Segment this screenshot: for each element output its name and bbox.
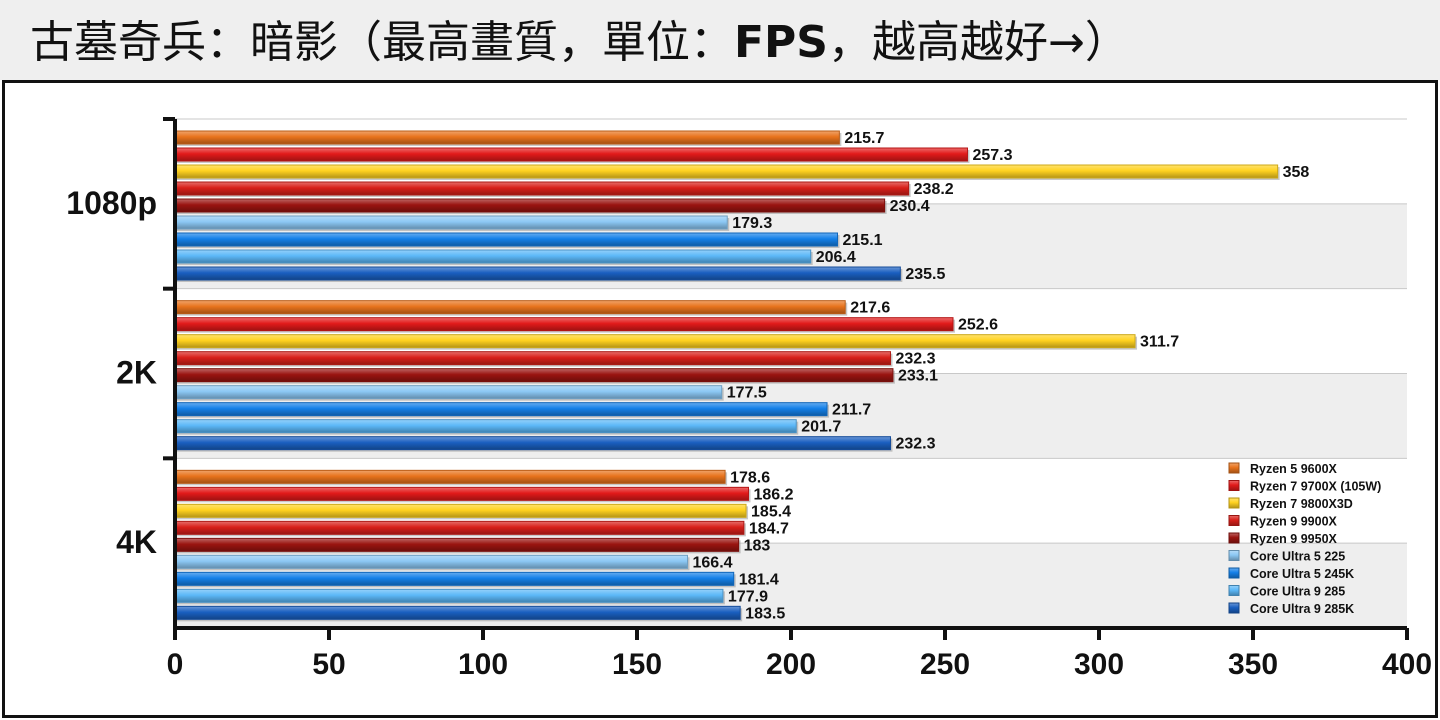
data-label: 183.5: [745, 605, 785, 622]
legend-label: Ryzen 5 9600X: [1250, 462, 1338, 476]
bar: [174, 334, 1136, 349]
bar: [174, 469, 726, 484]
legend-label: Ryzen 9 9950X: [1250, 532, 1338, 546]
data-label: 211.7: [832, 402, 871, 419]
data-label: 232.3: [895, 351, 935, 368]
data-label: 217.6: [850, 300, 890, 317]
legend-swatch: [1228, 515, 1240, 526]
bar: [174, 232, 839, 247]
data-label: 206.4: [816, 249, 856, 266]
category-label: 2K: [116, 355, 157, 391]
bar: [174, 300, 846, 315]
bar: [174, 266, 901, 281]
legend-swatch: [1228, 480, 1240, 491]
category-label: 1080p: [66, 185, 157, 221]
legend-swatch: [1228, 567, 1240, 579]
chart-title: 古墓奇兵：暗影（最高畫質，單位：FPS，越高越好→）: [30, 6, 1129, 70]
data-label: 235.5: [905, 266, 945, 283]
data-label: 215.7: [844, 130, 884, 147]
data-label: 177.9: [728, 588, 768, 605]
bar: [174, 554, 689, 569]
bar: [174, 198, 886, 213]
legend-swatch: [1228, 550, 1240, 561]
legend-label: Ryzen 7 9700X (105W): [1250, 480, 1381, 494]
data-label: 358: [1283, 164, 1310, 181]
data-label: 232.3: [895, 436, 935, 453]
data-label: 230.4: [890, 198, 930, 215]
title-bar: 古墓奇兵：暗影（最高畫質，單位：FPS，越高越好→）: [0, 0, 1440, 80]
bar: [174, 147, 968, 162]
legend-swatch: [1228, 497, 1240, 509]
legend-swatch: [1228, 532, 1240, 544]
data-label: 186.2: [753, 486, 793, 503]
legend-swatch: [1228, 585, 1240, 596]
x-tick-label: 300: [1074, 648, 1124, 681]
x-tick-label: 150: [612, 648, 662, 681]
data-label: 311.7: [1140, 334, 1179, 351]
data-label: 183: [744, 537, 771, 554]
title-unit: FPS: [734, 17, 828, 68]
data-label: 178.6: [730, 469, 770, 486]
bar: [174, 368, 894, 383]
legend-label: Ryzen 9 9900X: [1250, 515, 1338, 529]
data-label: 185.4: [751, 503, 791, 520]
legend-label: Core Ultra 9 285K: [1250, 602, 1354, 616]
bar: [174, 436, 891, 451]
data-label: 201.7: [801, 419, 841, 436]
data-label: 238.2: [914, 181, 954, 198]
legend-label: Ryzen 7 9800X3D: [1250, 497, 1353, 511]
bar: [174, 317, 954, 332]
bar: [174, 419, 797, 434]
category-label: 4K: [116, 524, 157, 560]
x-tick-label: 200: [766, 648, 816, 681]
bar: [174, 130, 840, 145]
data-label: 179.3: [732, 215, 772, 232]
data-label: 177.5: [727, 385, 767, 402]
legend-label: Core Ultra 5 225: [1250, 550, 1345, 564]
bar: [174, 537, 740, 552]
legend-swatch: [1228, 462, 1240, 474]
x-tick-label: 400: [1382, 648, 1432, 681]
x-tick-label: 0: [167, 648, 184, 681]
bar: [174, 605, 741, 620]
title-part-1: 古墓奇兵：暗影（最高畫質，單位：: [30, 17, 734, 68]
bar: [174, 571, 735, 586]
bar: [174, 351, 891, 366]
data-label: 215.1: [843, 232, 883, 249]
data-label: 166.4: [693, 554, 733, 571]
data-label: 181.4: [739, 571, 779, 588]
bar: [174, 215, 728, 230]
bar: [174, 164, 1279, 179]
data-label: 257.3: [972, 147, 1012, 164]
bar: [174, 181, 910, 196]
bar: [174, 385, 723, 400]
data-label: 184.7: [749, 520, 789, 537]
bar: [174, 503, 747, 518]
data-label: 233.1: [898, 368, 938, 385]
title-part-3: ，越高越好→）: [828, 17, 1129, 68]
x-tick-label: 250: [920, 648, 970, 681]
x-tick-label: 50: [312, 648, 345, 681]
bar: [174, 486, 749, 501]
x-tick-label: 100: [458, 648, 508, 681]
bar: [174, 520, 745, 535]
bar: [174, 588, 724, 603]
bar: [174, 402, 828, 417]
chart-frame: 215.7 257.3 358 238.2 230.4 179.3 215.1 206.4 23…: [2, 80, 1438, 718]
legend-swatch: [1228, 602, 1240, 614]
data-label: 252.6: [958, 317, 998, 334]
legend-label: Core Ultra 5 245K: [1250, 567, 1354, 581]
x-tick-label: 350: [1228, 648, 1278, 681]
legend-label: Core Ultra 9 285: [1250, 585, 1345, 599]
bar: [174, 249, 812, 264]
